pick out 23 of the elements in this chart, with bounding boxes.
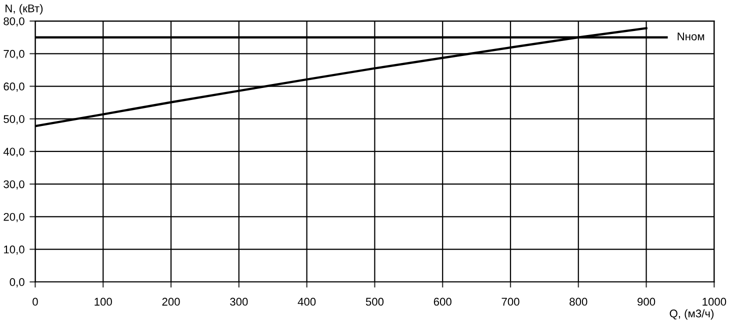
- y-tick-label: 0,0: [10, 278, 24, 288]
- x-tick-label: 500: [366, 298, 384, 306]
- x-axis-title: Q, (м3/ч): [670, 309, 714, 320]
- y-tick-label: 80,0: [4, 17, 24, 27]
- y-tick-label: 10,0: [4, 246, 24, 255]
- x-tick-label: 1000: [702, 298, 726, 306]
- x-tick-label: 700: [502, 298, 520, 306]
- x-tick-label: 900: [638, 298, 656, 306]
- y-axis-title: N, (кВт): [6, 4, 43, 15]
- x-tick-label: 600: [434, 298, 452, 306]
- y-tick-label: 30,0: [4, 180, 24, 190]
- ref-line-label: Nном: [678, 32, 704, 40]
- y-tick-label: 60,0: [4, 82, 24, 92]
- y-tick-label: 70,0: [4, 50, 24, 60]
- x-tick-label: 100: [94, 298, 112, 306]
- x-tick-label: 800: [570, 298, 588, 306]
- y-tick-label: 50,0: [4, 115, 24, 124]
- x-tick-label: 0: [32, 298, 38, 306]
- y-tick-label: 20,0: [4, 212, 24, 222]
- x-tick-label: 200: [162, 298, 180, 306]
- x-tick-label: 300: [230, 298, 248, 306]
- y-tick-label: 40,0: [3, 148, 24, 157]
- x-tick-label: 400: [298, 298, 316, 306]
